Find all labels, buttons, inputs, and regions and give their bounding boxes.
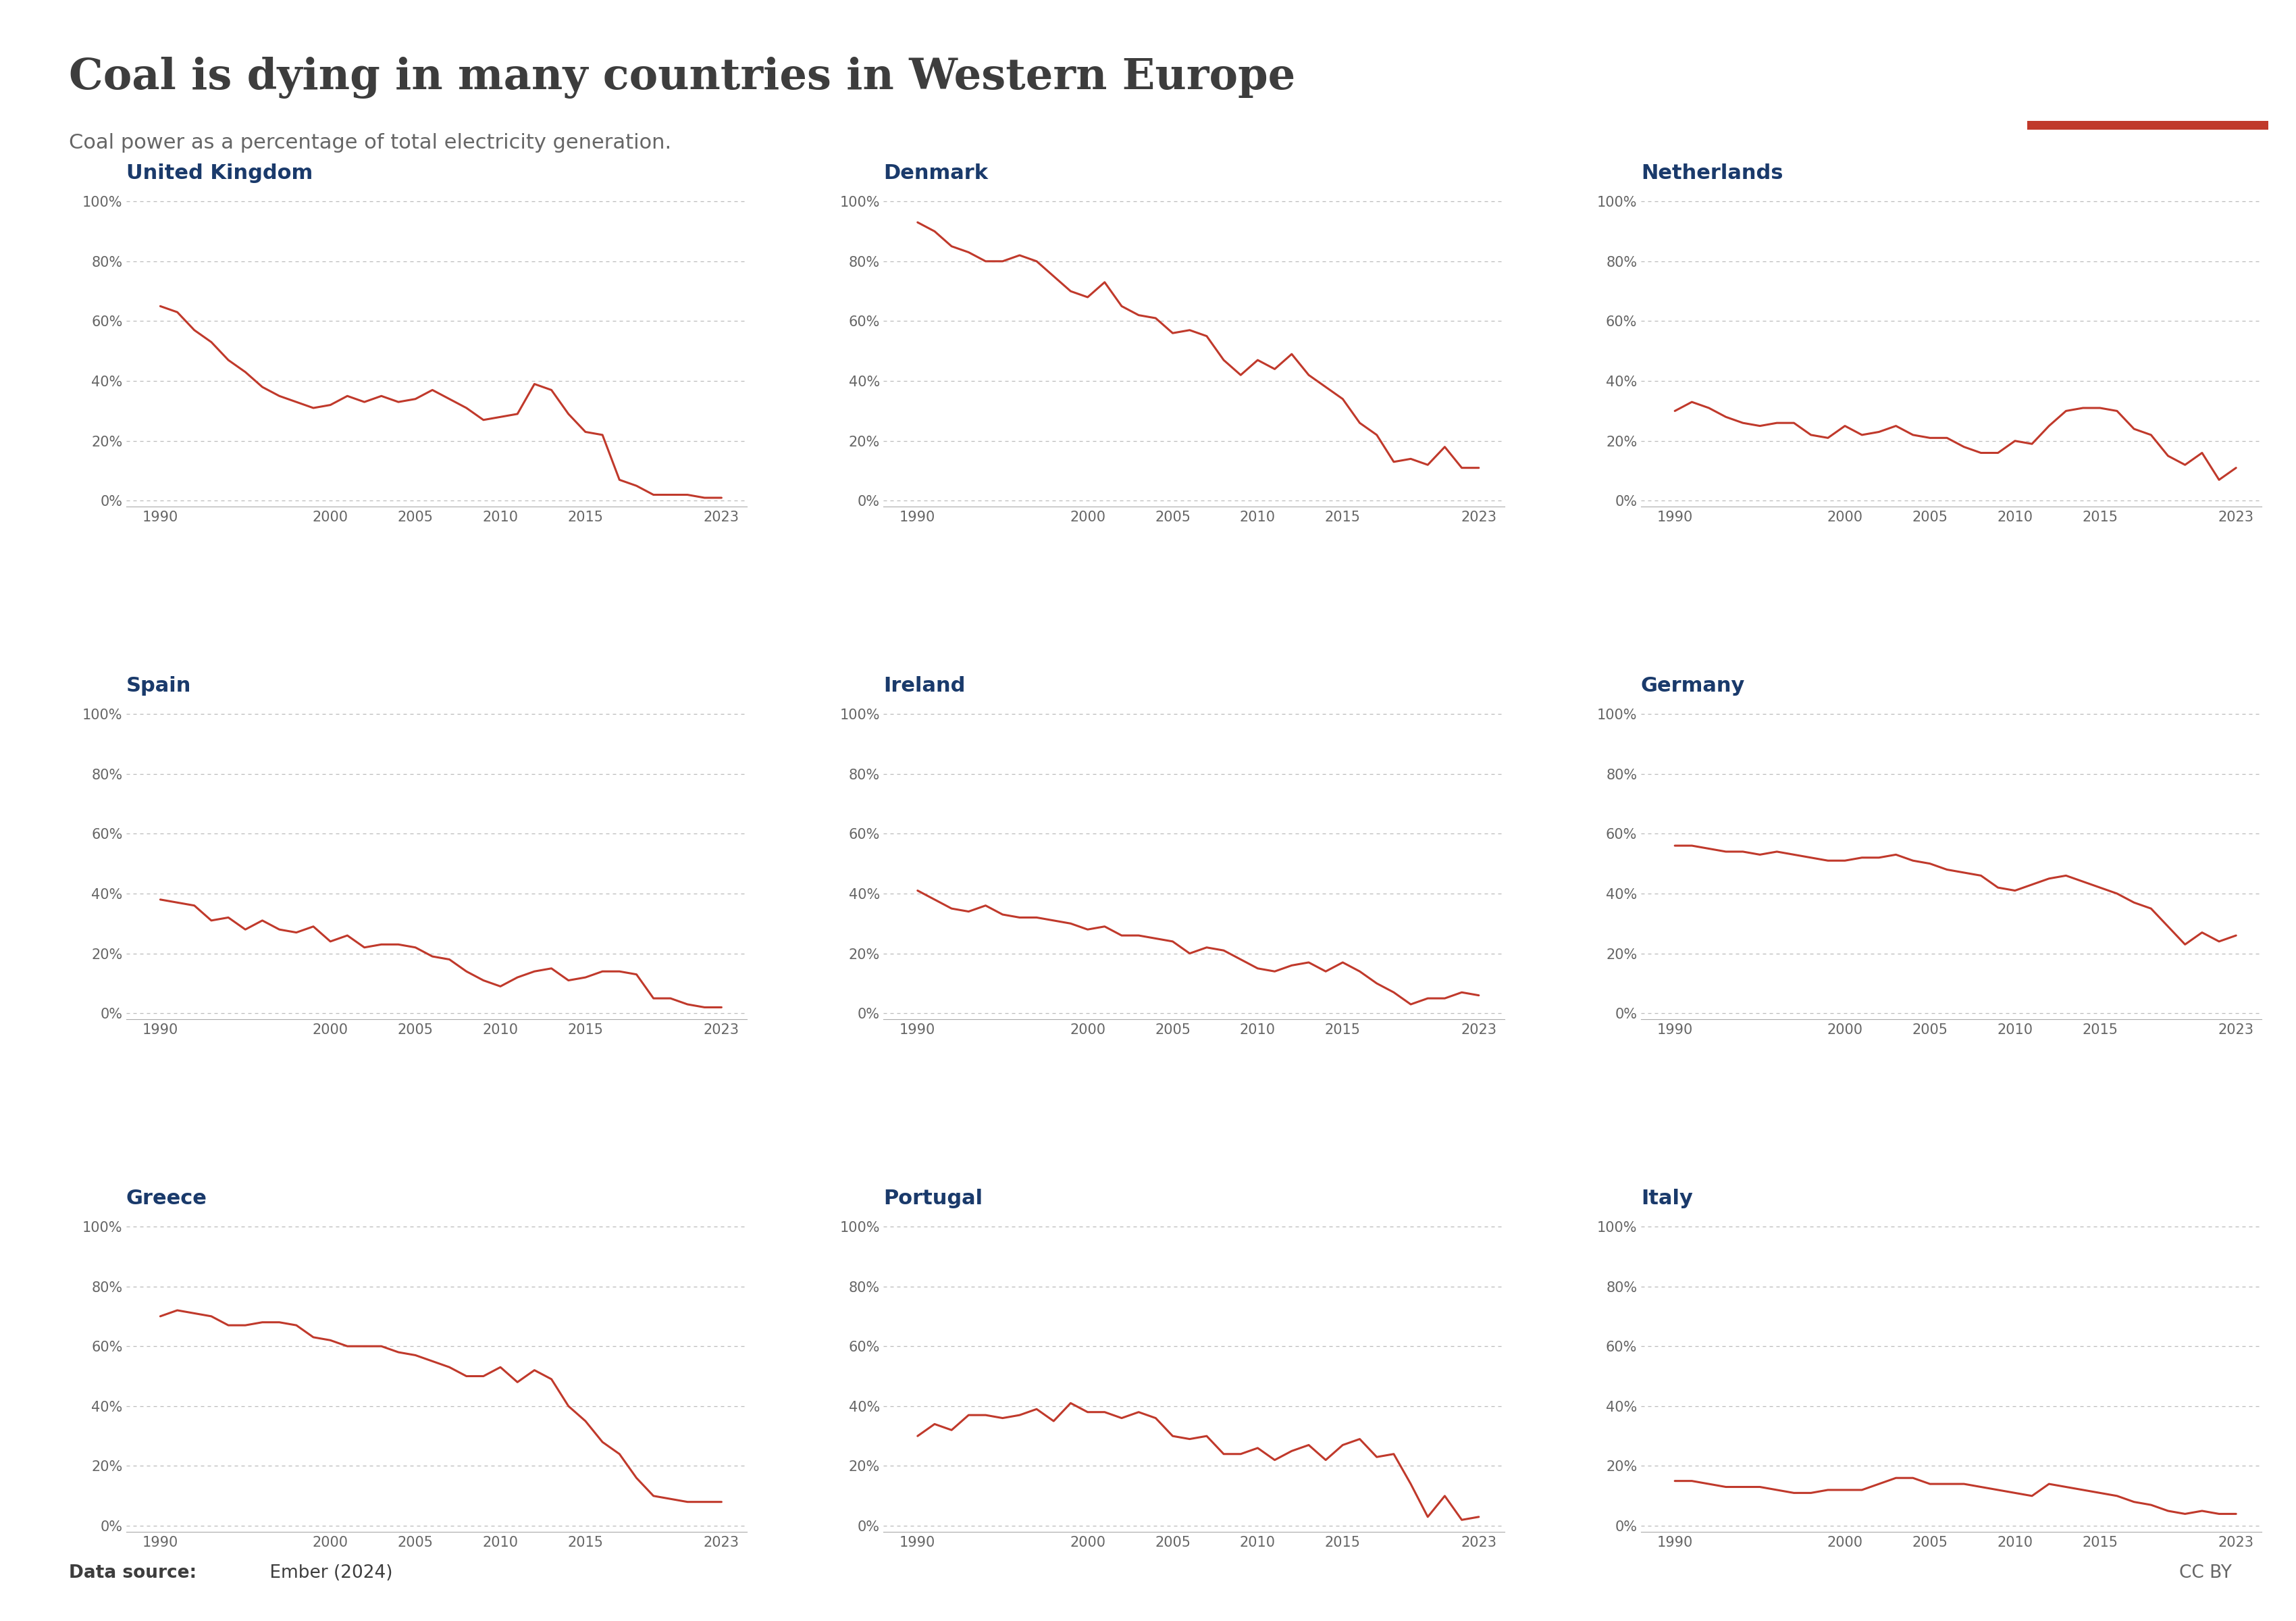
Text: Our World: Our World bbox=[2103, 44, 2193, 60]
Text: Portugal: Portugal bbox=[884, 1188, 983, 1208]
Bar bbox=[2027, 122, 2268, 130]
Text: Netherlands: Netherlands bbox=[1642, 164, 1784, 183]
Text: Data source:: Data source: bbox=[69, 1564, 197, 1582]
Text: Ember (2024): Ember (2024) bbox=[264, 1564, 393, 1582]
Text: in Data: in Data bbox=[2115, 89, 2181, 105]
Text: Germany: Germany bbox=[1642, 676, 1745, 695]
Text: Coal is dying in many countries in Western Europe: Coal is dying in many countries in Weste… bbox=[69, 57, 1295, 99]
Text: Spain: Spain bbox=[126, 676, 191, 695]
Text: Greece: Greece bbox=[126, 1188, 207, 1208]
Text: CC BY: CC BY bbox=[2179, 1564, 2232, 1582]
Text: Italy: Italy bbox=[1642, 1188, 1692, 1208]
Text: Coal power as a percentage of total electricity generation.: Coal power as a percentage of total elec… bbox=[69, 133, 670, 152]
Text: United Kingdom: United Kingdom bbox=[126, 164, 312, 183]
Text: Denmark: Denmark bbox=[884, 164, 987, 183]
Text: Ireland: Ireland bbox=[884, 676, 967, 695]
